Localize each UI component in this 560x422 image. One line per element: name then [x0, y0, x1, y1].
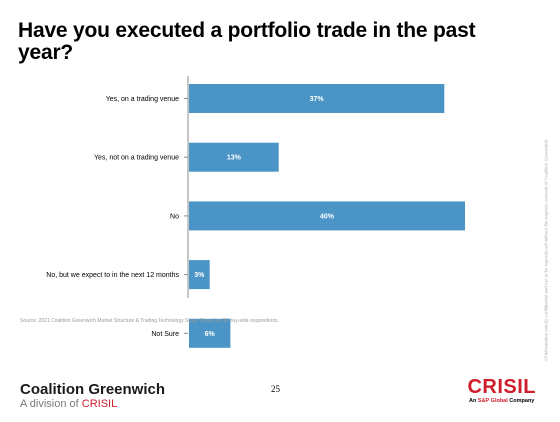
category-label: Yes, not on a trading venue	[94, 155, 179, 162]
bar	[189, 142, 279, 172]
data-label: 6%	[205, 331, 216, 338]
data-label: 13%	[227, 155, 242, 162]
bar	[189, 260, 210, 290]
crisil-logo-text: CRISIL	[467, 376, 536, 398]
crisil-tagline-suffix: Company	[507, 398, 535, 404]
crisil-logo: CRISIL An S&P Global Company	[467, 377, 536, 405]
category-label: No, but we expect to in the next 12 mont…	[46, 272, 179, 279]
data-label: 37%	[310, 96, 325, 103]
confidentiality-note: All information strictly confidential an…	[543, 138, 549, 362]
category-label: Not Sure	[151, 331, 179, 338]
source-note: Source: 2021 Coalition Greenwich Market …	[20, 318, 279, 324]
crisil-tagline: An S&P Global Company	[467, 397, 536, 405]
brand-subtitle-accent: CRISIL	[81, 398, 118, 410]
bar	[189, 201, 465, 231]
bar	[189, 84, 445, 113]
brand-subtitle: A division of CRISIL	[20, 398, 165, 411]
brand-name: Coalition Greenwich	[20, 381, 166, 398]
category-label: No	[170, 213, 179, 220]
bar	[189, 318, 231, 348]
brand-subtitle-prefix: A division of	[20, 398, 82, 410]
crisil-tagline-accent: S&P Global	[477, 398, 508, 404]
category-label: Yes, on a trading venue	[106, 96, 179, 103]
crisil-tagline-prefix: An	[469, 398, 478, 404]
coalition-greenwich-logo: Coalition Greenwich A division of CRISIL	[20, 382, 165, 411]
data-label: 3%	[194, 272, 205, 279]
chart-title: Have you executed a portfolio trade in t…	[18, 19, 476, 64]
page-number: 25	[271, 384, 280, 394]
data-label: 40%	[320, 213, 335, 220]
